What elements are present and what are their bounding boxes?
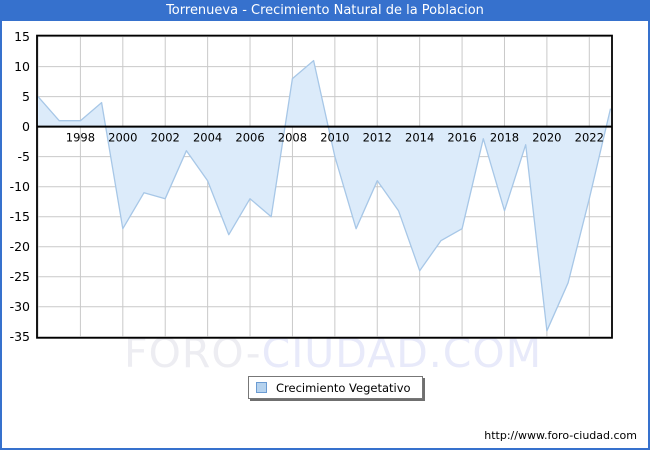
watermark-text-left: FORO-: [124, 329, 262, 377]
svg-text:2020: 2020: [532, 131, 561, 145]
svg-text:2000: 2000: [108, 131, 137, 145]
svg-text:0: 0: [22, 119, 30, 134]
svg-text:-10: -10: [10, 179, 30, 194]
footer-url[interactable]: http://www.foro-ciudad.com: [484, 429, 637, 442]
watermark-text-right: CIUDAD.COM: [261, 329, 543, 377]
svg-text:5: 5: [22, 89, 30, 104]
svg-text:2002: 2002: [151, 131, 180, 145]
plot-area: 15 10 5 0 -5 -10 -15 -20 -25 -30 -35 1998 2000 2002 20…: [10, 29, 613, 344]
svg-text:2004: 2004: [193, 131, 222, 145]
svg-text:10: 10: [14, 59, 30, 74]
svg-text:-5: -5: [18, 149, 30, 164]
legend-label: Crecimiento Vegetativo: [276, 380, 411, 395]
legend-marker-icon: [256, 382, 267, 393]
svg-text:-25: -25: [10, 269, 30, 284]
svg-text:-35: -35: [10, 329, 30, 344]
svg-text:-20: -20: [10, 239, 30, 254]
watermark: FORO-CIUDAD.COM: [124, 333, 542, 374]
svg-text:2012: 2012: [363, 131, 392, 145]
chart-title: Torrenueva - Crecimiento Natural de la P…: [166, 3, 484, 18]
svg-text:2010: 2010: [320, 131, 349, 145]
svg-text:-15: -15: [10, 209, 30, 224]
svg-text:2022: 2022: [575, 131, 604, 145]
svg-text:2006: 2006: [235, 131, 264, 145]
svg-text:2016: 2016: [447, 131, 476, 145]
svg-text:2008: 2008: [278, 131, 307, 145]
title-bar: Torrenueva - Crecimiento Natural de la P…: [0, 0, 650, 21]
svg-text:2018: 2018: [490, 131, 519, 145]
svg-text:15: 15: [14, 29, 30, 44]
svg-text:1998: 1998: [66, 131, 95, 145]
svg-text:2014: 2014: [405, 131, 434, 145]
svg-text:-30: -30: [10, 299, 30, 314]
legend: Crecimiento Vegetativo: [248, 376, 423, 399]
